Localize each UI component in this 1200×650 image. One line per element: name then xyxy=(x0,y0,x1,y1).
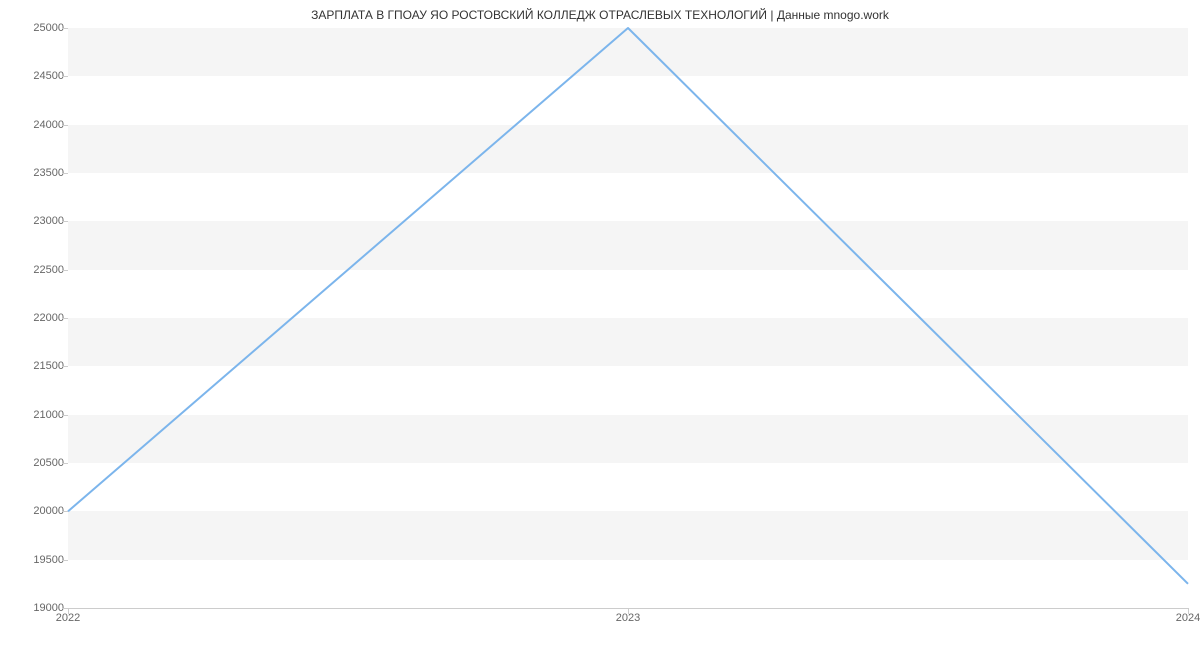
y-tick-mark xyxy=(62,173,68,174)
y-tick-label: 21000 xyxy=(4,409,64,421)
y-tick-mark xyxy=(62,221,68,222)
y-tick-mark xyxy=(62,463,68,464)
y-tick-mark xyxy=(62,366,68,367)
y-tick-label: 20500 xyxy=(4,457,64,469)
y-tick-label: 20000 xyxy=(4,505,64,517)
y-tick-label: 24000 xyxy=(4,119,64,131)
x-tick-mark xyxy=(628,608,629,614)
y-tick-mark xyxy=(62,560,68,561)
y-tick-mark xyxy=(62,318,68,319)
y-tick-mark xyxy=(62,415,68,416)
y-tick-label: 21500 xyxy=(4,360,64,372)
y-tick-label: 22000 xyxy=(4,312,64,324)
y-tick-mark xyxy=(62,28,68,29)
y-tick-label: 24500 xyxy=(4,70,64,82)
series-line-salary xyxy=(68,28,1188,584)
y-tick-mark xyxy=(62,76,68,77)
y-tick-label: 22500 xyxy=(4,264,64,276)
y-tick-mark xyxy=(62,511,68,512)
y-tick-label: 23000 xyxy=(4,215,64,227)
y-tick-label: 25000 xyxy=(4,22,64,34)
chart-title: ЗАРПЛАТА В ГПОАУ ЯО РОСТОВСКИЙ КОЛЛЕДЖ О… xyxy=(0,8,1200,22)
y-tick-mark xyxy=(62,125,68,126)
y-tick-label: 19500 xyxy=(4,554,64,566)
y-tick-label: 23500 xyxy=(4,167,64,179)
line-series-layer xyxy=(68,28,1188,608)
y-tick-mark xyxy=(62,270,68,271)
x-tick-mark xyxy=(1188,608,1189,614)
salary-line-chart: ЗАРПЛАТА В ГПОАУ ЯО РОСТОВСКИЙ КОЛЛЕДЖ О… xyxy=(0,0,1200,650)
x-tick-mark xyxy=(68,608,69,614)
